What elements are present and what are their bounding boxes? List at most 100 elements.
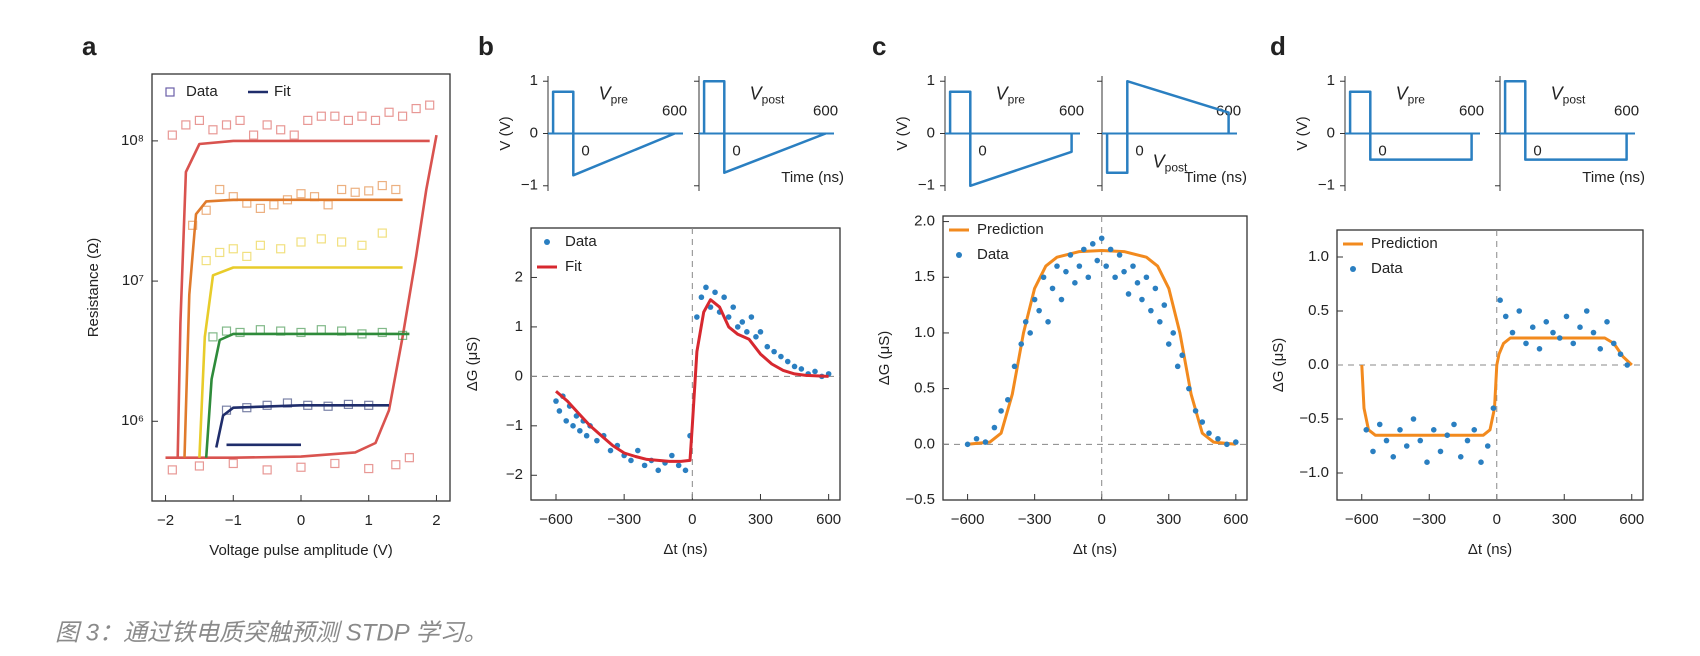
legend-label: Data — [977, 246, 1009, 263]
data-square — [276, 244, 286, 254]
data-point — [753, 334, 759, 340]
x-tick-label: 0 — [1493, 511, 1501, 528]
y-tick-label: 0.5 — [1308, 302, 1329, 319]
data-square — [255, 203, 265, 213]
inset-y-tick-label: −1 — [1318, 177, 1335, 194]
inset-x-tick-label: 0 — [1378, 142, 1386, 159]
data-point — [1036, 307, 1042, 314]
x-axis-label: Δt (ns) — [663, 541, 707, 558]
data-point — [1081, 246, 1087, 253]
y-tick-label: 0.0 — [914, 435, 935, 452]
inset-x-tick-label: 600 — [1614, 102, 1639, 119]
fit-line — [215, 404, 389, 448]
inset-y-tick-label: −1 — [521, 177, 538, 194]
inset-x-label: Time (ns) — [781, 169, 844, 186]
subscript: post — [1165, 160, 1188, 174]
data-point — [1179, 352, 1185, 359]
data-point — [712, 289, 718, 296]
data-square — [397, 111, 408, 121]
data-point — [739, 319, 746, 325]
x-tick-label: −1 — [225, 512, 242, 529]
data-point — [1233, 439, 1239, 445]
inset-y-tick-label: 1 — [1327, 72, 1335, 89]
x-tick-label: 600 — [1619, 511, 1644, 528]
data-point — [1011, 363, 1018, 370]
waveform — [1503, 79, 1628, 161]
waveform — [1105, 79, 1230, 174]
data-point — [991, 424, 998, 431]
data-point — [1161, 302, 1168, 308]
data-point — [1509, 329, 1516, 336]
plot-frame — [530, 227, 841, 501]
data-point — [1556, 335, 1563, 341]
data-point — [1170, 330, 1177, 336]
data-square — [276, 125, 286, 135]
data-square — [215, 247, 225, 258]
fit-line — [176, 139, 430, 458]
caption: 图 3：通过铁电质突触预测 STDP 学习。 — [55, 619, 487, 646]
data-square — [201, 255, 211, 266]
inset-x-label: Time (ns) — [1184, 169, 1247, 186]
data-point — [1624, 362, 1631, 368]
inset-x-label: Time (ns) — [1582, 169, 1645, 186]
data-point — [1005, 396, 1011, 403]
data-point — [1424, 459, 1430, 466]
fit-line — [555, 298, 829, 463]
subscript: post — [762, 92, 785, 106]
data-point — [1018, 341, 1025, 347]
inset-x-tick-label: 0 — [978, 142, 986, 159]
plot-frame — [942, 215, 1248, 501]
symbol: V — [599, 83, 613, 103]
symbol: V — [1551, 83, 1565, 103]
inset-y-tick-label: 0 — [530, 124, 538, 141]
panel-letter: a — [82, 31, 97, 61]
data-point — [721, 294, 727, 301]
data-point — [778, 353, 784, 360]
subscript: pre — [1408, 92, 1426, 106]
data-point — [1031, 296, 1038, 303]
data-square — [397, 330, 408, 340]
y-tick-label: −0.5 — [1299, 410, 1329, 427]
data-point — [1121, 268, 1127, 275]
x-tick-label: −300 — [607, 511, 641, 528]
data-point — [1089, 241, 1096, 247]
data-point — [1529, 324, 1536, 331]
data-square — [391, 460, 401, 470]
y-tick-label: −0.5 — [905, 491, 935, 508]
legend-label: Prediction — [977, 221, 1044, 238]
data-square — [262, 120, 272, 130]
data-point — [682, 467, 689, 474]
subscript: pre — [611, 92, 629, 106]
data-square — [221, 120, 232, 130]
data-point — [1583, 308, 1590, 314]
inset-x-tick-label: 0 — [1533, 142, 1541, 159]
data-square — [377, 228, 387, 238]
x-tick-label: 300 — [748, 511, 773, 528]
data-square — [167, 465, 177, 475]
fit-line — [204, 332, 410, 458]
data-point — [1186, 385, 1192, 392]
data-point — [1457, 454, 1464, 460]
data-point — [1125, 291, 1132, 297]
data-square — [235, 327, 245, 338]
data-point — [1464, 437, 1471, 444]
data-square — [255, 325, 265, 335]
data-point — [1563, 313, 1570, 320]
data-point — [1054, 263, 1060, 269]
legend-label: Data — [565, 233, 597, 250]
waveform — [702, 79, 827, 174]
data-point — [1370, 448, 1376, 455]
data-square — [330, 458, 340, 469]
data-point — [1376, 421, 1383, 428]
data-point — [1224, 441, 1230, 448]
inset-x-tick-label: 0 — [732, 142, 740, 159]
panel-letter: d — [1270, 31, 1286, 61]
data-point — [725, 314, 732, 320]
data-point — [1437, 448, 1444, 455]
data-point — [641, 462, 648, 469]
data-square — [391, 184, 401, 195]
waveform-label: Vpre — [599, 83, 629, 106]
data-point — [1610, 340, 1617, 347]
y-axis-label: ΔG (μS) — [876, 331, 893, 386]
panel-letter: c — [872, 31, 886, 61]
